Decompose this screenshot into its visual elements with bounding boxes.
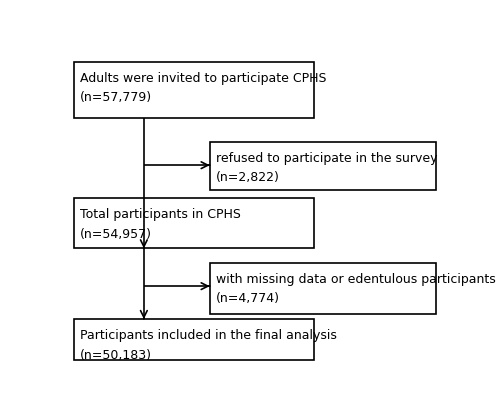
Text: Participants included in the final analysis: Participants included in the final analy… (80, 329, 337, 342)
Text: refused to participate in the survey: refused to participate in the survey (216, 152, 437, 165)
Text: (n=50,183): (n=50,183) (80, 349, 152, 361)
Text: (n=2,822): (n=2,822) (216, 171, 280, 184)
FancyBboxPatch shape (74, 62, 314, 118)
FancyBboxPatch shape (210, 263, 436, 315)
Text: (n=54,957): (n=54,957) (80, 228, 152, 241)
Text: Adults were invited to participate CPHS: Adults were invited to participate CPHS (80, 71, 326, 84)
Text: with missing data or edentulous participants: with missing data or edentulous particip… (216, 273, 496, 286)
Text: (n=4,774): (n=4,774) (216, 292, 280, 305)
FancyBboxPatch shape (74, 198, 314, 248)
Text: Total participants in CPHS: Total participants in CPHS (80, 208, 241, 221)
Text: (n=57,779): (n=57,779) (80, 91, 152, 104)
FancyBboxPatch shape (74, 319, 314, 360)
FancyBboxPatch shape (210, 142, 436, 190)
